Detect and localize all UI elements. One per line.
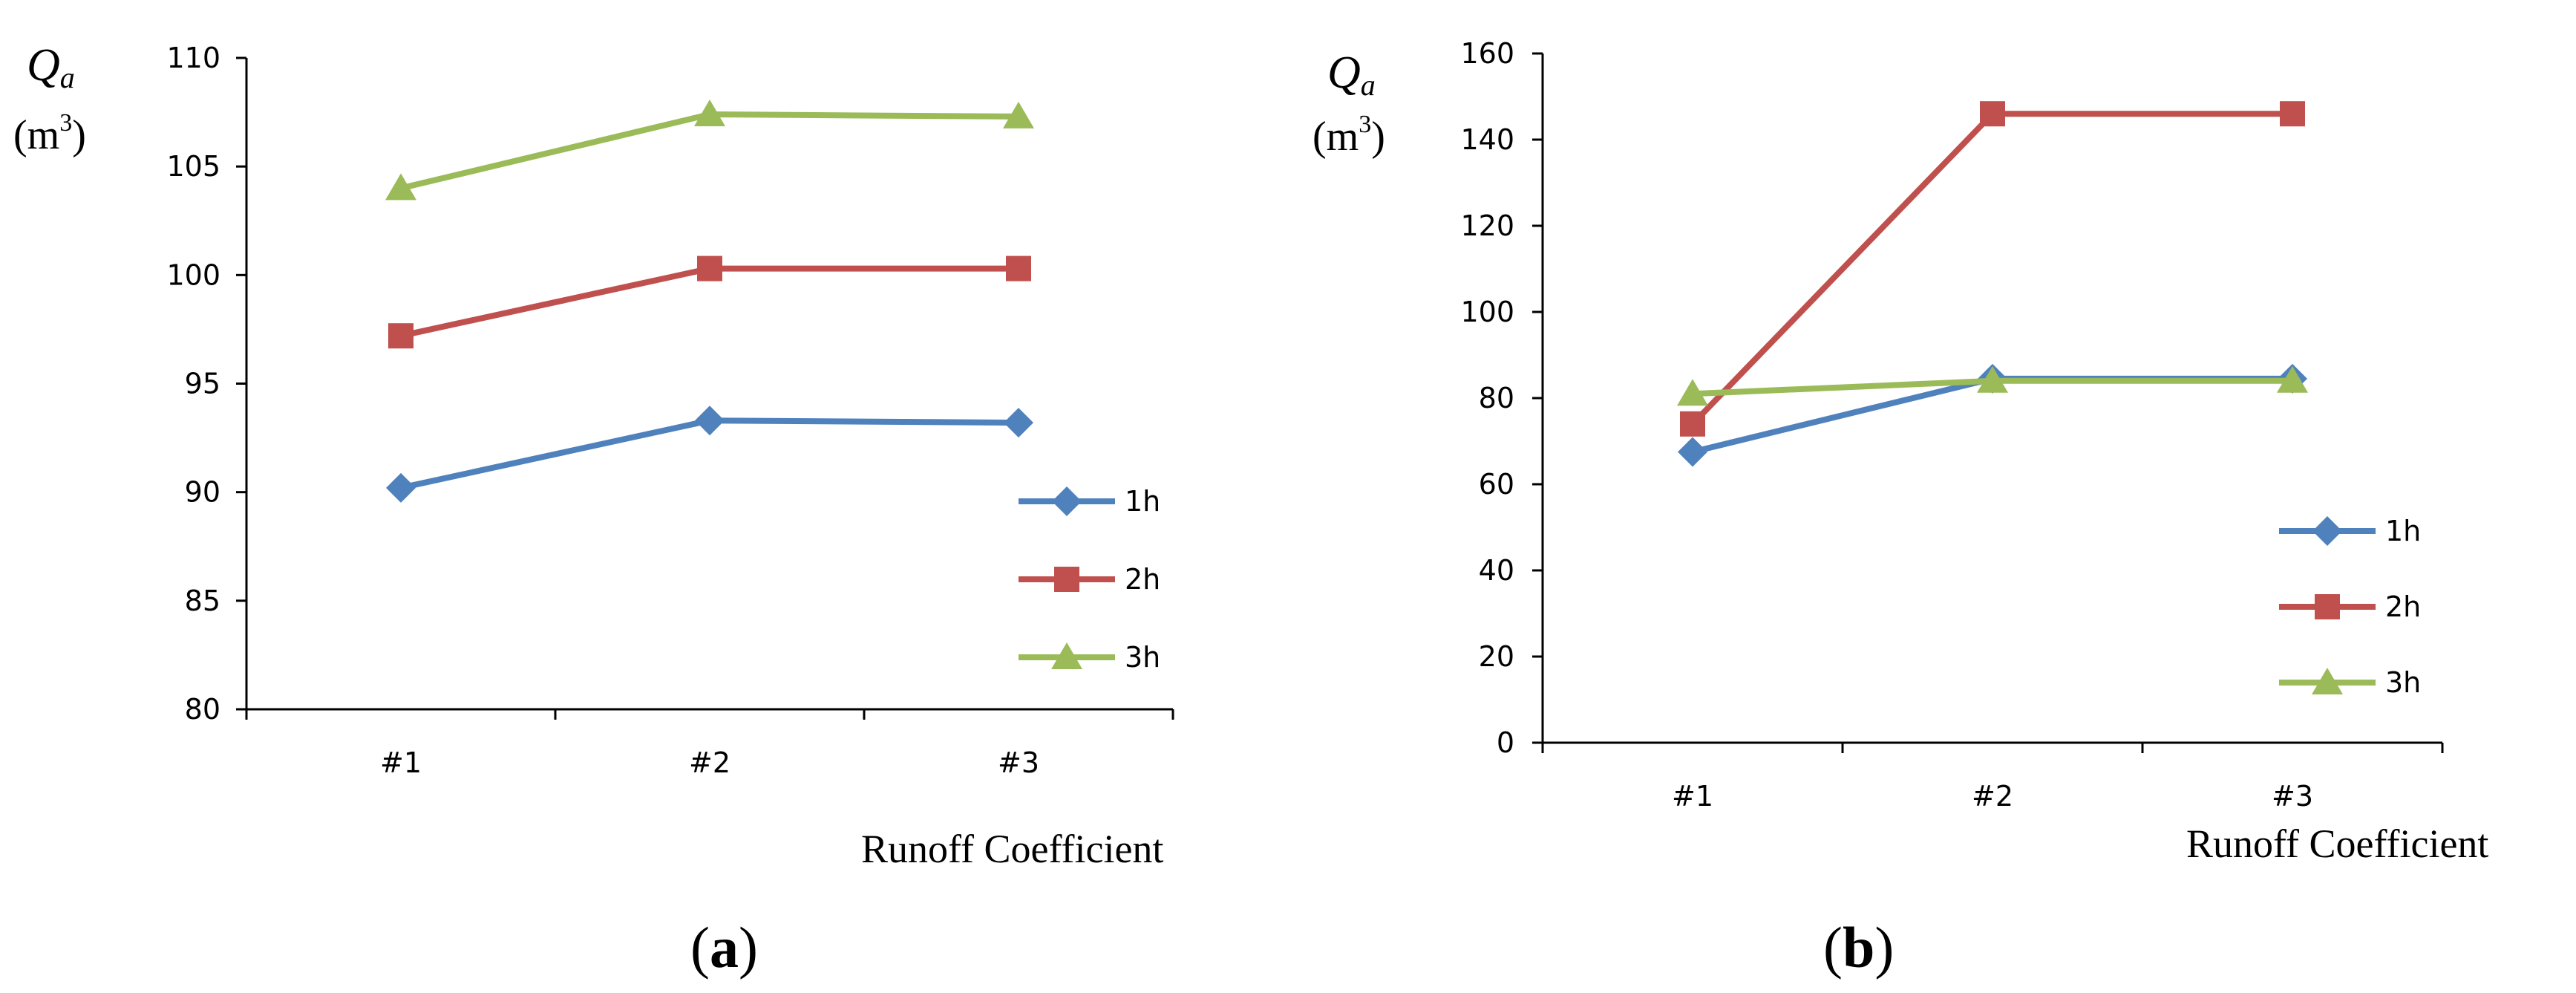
chart-a-series [385, 100, 1034, 503]
chart-b-legend: 1h 2h 3h [2279, 515, 2421, 699]
svg-text:Qa: Qa [1327, 48, 1376, 102]
chart-b-ylabel-subscript: a [1361, 68, 1376, 102]
chart-a-xticks: #1 #2 #3 [245, 709, 1174, 779]
chart-b-ylabel-unit-open: (m [1312, 114, 1359, 160]
chart-a-xlabel: Runoff Coefficient [861, 827, 1163, 871]
chart-a-point-2h [388, 323, 413, 349]
chart-b-legend-label: 1h [2385, 515, 2421, 547]
chart-a-ytick-label: 100 [166, 258, 220, 291]
chart-b-xtick-label: #1 [1672, 780, 1713, 813]
chart-b-point-1h [1678, 437, 1707, 467]
svg-text:Qa: Qa [27, 40, 75, 94]
chart-b-ytick-label: 140 [1460, 123, 1514, 156]
chart-a-point-3h [1003, 101, 1034, 128]
chart-a-xtick-label: #2 [689, 746, 730, 779]
chart-b-ylabel-unit-sup: 3 [1359, 111, 1371, 138]
chart-a-ylabel-unit-sup: 3 [59, 109, 72, 137]
chart-b-point-3h [2277, 365, 2308, 393]
chart-b-point-3h [1677, 379, 1708, 406]
chart-a-panel-label: (a) [690, 915, 758, 980]
chart-a-point-2h [697, 255, 722, 281]
chart-b-ytick-label: 0 [1497, 726, 1514, 759]
chart-a-legend-item-1h: 1h [1019, 485, 1160, 518]
chart-b-point-2h [2280, 101, 2305, 127]
chart-a-point-3h [385, 173, 416, 201]
chart-a-legend-marker [1051, 642, 1082, 669]
chart-b: Qa (m3) 0 20 40 60 80 100 120 140 160 #1 #2 #3 1h 2… [1312, 37, 2488, 980]
chart-b-series-3h [1677, 365, 2308, 406]
chart-a-xtick-label: #3 [998, 746, 1039, 779]
chart-b-xticks: #1 #2 #3 [1541, 743, 2444, 813]
chart-a-point-1h [695, 406, 725, 436]
chart-b-yticks: 0 20 40 60 80 100 120 140 160 [1460, 37, 1543, 759]
svg-text:(m3): (m3) [1312, 111, 1385, 160]
chart-b-legend-marker [2312, 668, 2343, 694]
chart-a-ytick-label: 105 [166, 150, 220, 183]
chart-a-ylabel-unit-close: ) [72, 112, 86, 158]
chart-a-series-2h [388, 255, 1031, 349]
chart-b-ylabel: Qa (m3) [1312, 48, 1385, 160]
chart-a-ytick-label: 110 [166, 42, 220, 74]
chart-a-legend-label: 3h [1125, 641, 1160, 674]
chart-a-ytick-label: 95 [185, 368, 220, 400]
chart-b-ylabel-unit-close: ) [1371, 114, 1385, 160]
chart-a-point-3h [694, 100, 725, 127]
chart-a-point-1h [1004, 408, 1033, 438]
chart-a-legend-item-3h: 3h [1019, 641, 1160, 674]
chart-a-ylabel-symbol: Q [27, 40, 60, 91]
chart-b-series [1677, 101, 2308, 467]
chart-a-ytick-label: 85 [185, 585, 220, 617]
chart-b-ytick-label: 100 [1460, 296, 1514, 328]
chart-b-point-2h [1680, 411, 1705, 437]
chart-b-series-2h [1680, 101, 2305, 437]
chart-a-point-2h [1006, 255, 1031, 281]
chart-b-ytick-label: 40 [1479, 554, 1514, 587]
chart-b-legend-label: 2h [2385, 590, 2421, 623]
chart-b-ytick-label: 80 [1479, 382, 1514, 414]
chart-b-legend-item-3h: 3h [2279, 666, 2421, 699]
chart-b-ytick-label: 160 [1460, 37, 1514, 70]
chart-b-ylabel-symbol: Q [1327, 48, 1361, 98]
chart-a-ylabel-subscript: a [60, 61, 75, 94]
chart-b-point-2h [1980, 101, 2005, 127]
chart-a-legend-marker [1052, 486, 1082, 516]
chart-a-ylabel: Qa (m3) [13, 40, 86, 158]
chart-a-legend-label: 1h [1125, 485, 1160, 518]
chart-a-legend-marker [1054, 567, 1079, 592]
chart-b-legend-marker [2315, 594, 2340, 619]
svg-text:(m3): (m3) [13, 109, 86, 158]
chart-a-ytick-label: 90 [185, 476, 220, 509]
chart-b-ytick-label: 20 [1479, 640, 1514, 673]
chart-a-ylabel-unit-open: (m [13, 112, 59, 158]
chart-a-legend: 1h 2h 3h [1019, 485, 1160, 674]
chart-a-point-1h [386, 472, 416, 503]
chart-b-xlabel: Runoff Coefficient [2186, 821, 2488, 866]
chart-b-ytick-label: 60 [1479, 468, 1514, 501]
chart-b-legend-marker [2312, 516, 2342, 546]
chart-a-ytick-label: 80 [185, 693, 220, 726]
chart-a-legend-label: 2h [1125, 563, 1160, 596]
chart-a-legend-item-2h: 2h [1019, 563, 1160, 596]
chart-b-xtick-label: #2 [1972, 780, 2013, 813]
chart-b-xtick-label: #3 [2272, 780, 2313, 813]
chart-a-xtick-label: #1 [380, 746, 422, 779]
chart-b-panel-label: (b) [1823, 915, 1894, 980]
chart-b-point-3h [1977, 365, 2008, 393]
chart-a-yticks: 80 85 90 95 100 105 110 [166, 42, 246, 726]
chart-b-legend-label: 3h [2385, 666, 2421, 699]
chart-b-ytick-label: 120 [1460, 209, 1514, 242]
chart-b-legend-item-2h: 2h [2279, 590, 2421, 623]
chart-b-legend-item-1h: 1h [2279, 515, 2421, 547]
chart-a-series-3h [385, 100, 1034, 201]
chart-a-series-1h [386, 406, 1033, 503]
